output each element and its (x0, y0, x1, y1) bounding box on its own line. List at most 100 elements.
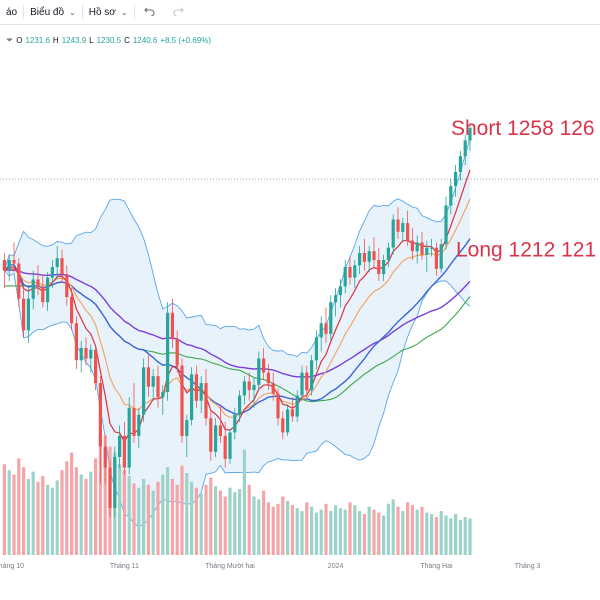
candle (98, 376, 102, 484)
candle-body (362, 253, 366, 262)
candle-body (55, 258, 59, 267)
candle-body (406, 223, 410, 241)
candle (252, 377, 256, 408)
candle-body (314, 337, 318, 361)
candle (367, 245, 371, 273)
legend-open-value: 1231.6 (25, 36, 50, 45)
candle-body (430, 247, 434, 249)
candle-body (377, 260, 381, 275)
candle (70, 288, 74, 331)
time-axis-label: Tháng Mười hai (205, 563, 255, 570)
candle-body (238, 395, 242, 415)
volume-bar (401, 511, 405, 555)
candle (290, 397, 294, 422)
long-annotation: Long 1212 121 (456, 239, 596, 262)
volume-bar (382, 515, 386, 555)
volume-bar (377, 512, 381, 555)
ohlc-legend: ⏷ O 1231.6 H 1243.9 L 1230.5 C 1240.6 +8.5 (… (6, 35, 211, 46)
volume-bar (271, 506, 275, 555)
volume-bar (55, 480, 59, 555)
volume-bar (343, 509, 347, 555)
candle (348, 256, 352, 285)
candle-body (70, 296, 74, 324)
candle (386, 242, 390, 267)
candle (434, 242, 438, 276)
toolbar-divider (81, 5, 83, 19)
candle (425, 240, 429, 273)
legend-low-value: 1230.5 (96, 36, 122, 45)
volume-bar (247, 484, 251, 555)
volume-bar (103, 435, 107, 555)
candle-body (89, 349, 93, 359)
toolbar-menu-alerts[interactable]: áo (0, 0, 23, 24)
candle (26, 288, 30, 343)
candle-body (132, 407, 136, 436)
candle-body (60, 258, 64, 274)
volume-bar (300, 511, 304, 555)
candle (295, 390, 299, 422)
volume-bar (319, 509, 323, 555)
volume-bar (252, 496, 256, 555)
moving-average-layer (3, 169, 471, 443)
candle (190, 367, 194, 426)
volume-bar (84, 478, 88, 555)
undo-icon[interactable] (135, 6, 164, 19)
volume-bar (98, 440, 102, 555)
toolbar-menu-profile-label: Hồ sơ (88, 6, 116, 18)
volume-bar (199, 493, 203, 555)
volume-bar (94, 458, 98, 555)
redo-icon[interactable] (164, 6, 193, 19)
candle-body (50, 267, 54, 278)
candle-body (146, 367, 150, 387)
ma-purple-line (4, 269, 471, 378)
candle-body (372, 251, 376, 260)
volume-bar (338, 508, 342, 555)
legend-collapse-icon[interactable]: ⏷ (6, 35, 14, 45)
volume-bar (463, 517, 467, 555)
candle (113, 446, 117, 517)
chevron-down-icon: ⌄ (120, 7, 128, 17)
candle-body (74, 323, 78, 361)
toolbar-menu-profile[interactable]: Hồ sơ ⌄ (83, 0, 134, 24)
volume-bar (132, 483, 136, 555)
volume-bar (204, 484, 208, 555)
time-axis-label: Tháng 10 (0, 563, 24, 570)
volume-bar (223, 496, 227, 555)
toolbar-menu-chart[interactable]: Biểu đồ ⌄ (24, 0, 82, 24)
volume-bar (434, 517, 438, 555)
candle-body (118, 435, 122, 457)
candle (46, 272, 50, 311)
volume-bar (218, 490, 222, 555)
candle-body (84, 348, 88, 359)
candle (305, 365, 309, 398)
legend-high-value: 1243.9 (61, 36, 87, 45)
volume-bar (372, 509, 376, 555)
volume-bar (31, 471, 35, 555)
time-axis-label: Tháng 3 (515, 563, 541, 570)
candle (127, 397, 131, 475)
volume-bar (406, 502, 410, 555)
candle-body (396, 219, 400, 232)
candle (79, 340, 83, 373)
top-toolbar: áo Biểu đồ ⌄ Hồ sơ ⌄ (0, 0, 600, 25)
candle (242, 376, 246, 405)
volume-bar (439, 511, 443, 555)
candle-body (281, 418, 285, 433)
toolbar-menu-alerts-label: áo (6, 6, 18, 18)
candle (122, 421, 126, 475)
candle-body (161, 391, 165, 398)
candle-body (199, 383, 203, 401)
candle-body (305, 372, 309, 391)
volume-bar (391, 499, 395, 555)
candle-body (2, 260, 6, 271)
candle-body (17, 263, 21, 299)
volume-bar (89, 471, 93, 555)
candle (151, 369, 155, 401)
candle-body (367, 251, 371, 262)
volume-bar (190, 481, 194, 555)
candle-body (218, 425, 222, 436)
candle (329, 295, 333, 341)
candle (454, 165, 458, 197)
ma-red-line (4, 169, 471, 443)
